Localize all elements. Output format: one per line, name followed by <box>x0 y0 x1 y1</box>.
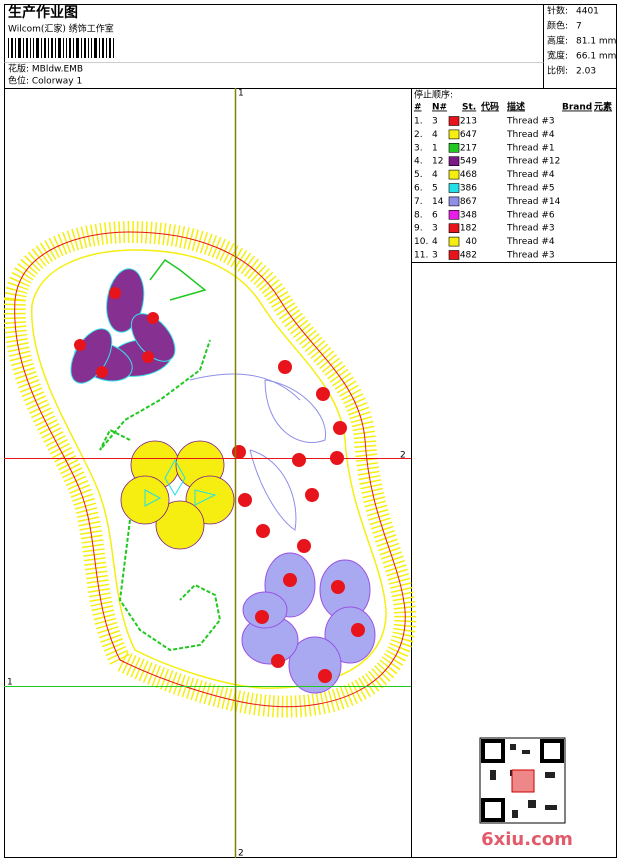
stat-value: 7 <box>576 22 582 32</box>
column-header: 描述 <box>507 101 525 113</box>
color-swatch <box>448 250 460 260</box>
row-description: Thread #3 <box>506 117 555 127</box>
column-header: N# <box>432 103 447 113</box>
color-swatch <box>448 143 460 153</box>
row-index: 1. <box>414 117 423 127</box>
row-needle: 12 <box>432 157 443 167</box>
barcode <box>8 38 114 58</box>
stat-value: 81.1 mm <box>576 37 616 47</box>
stat-value: 4401 <box>576 7 599 17</box>
row-description: Thread #12 <box>506 157 560 167</box>
row-stitches: 386 <box>460 184 477 194</box>
title: 生产作业图 <box>8 4 78 21</box>
row-needle: 6 <box>432 210 438 220</box>
row-needle: 5 <box>432 184 438 194</box>
row-index: 6. <box>414 184 423 194</box>
column-header: # <box>414 103 422 113</box>
stat-value: 2.03 <box>576 67 596 77</box>
row-description: Thread #14 <box>506 197 561 207</box>
colorway: 色位: Colorway 1 <box>8 75 82 87</box>
row-index: 10. <box>414 237 428 247</box>
color-swatch <box>448 183 460 193</box>
stat-label: 针数: <box>547 5 568 17</box>
color-swatch <box>448 116 460 126</box>
row-index: 11. <box>414 251 428 261</box>
row-index: 8. <box>414 210 423 220</box>
row-stitches: 482 <box>460 251 477 261</box>
watermark: 6xiu.com <box>481 829 573 850</box>
row-index: 5. <box>414 170 423 180</box>
row-needle: 14 <box>432 197 444 207</box>
row-description: Thread #3 <box>506 251 555 261</box>
column-header: 代码 <box>480 101 499 113</box>
row-stitches: 40 <box>466 237 478 247</box>
row-stitches: 213 <box>460 117 477 127</box>
row-index: 4. <box>414 157 423 167</box>
row-index: 2. <box>414 130 423 140</box>
row-stitches: 867 <box>460 197 477 207</box>
color-swatch <box>448 223 460 233</box>
row-description: Thread #4 <box>506 130 555 140</box>
row-stitches: 217 <box>460 143 477 153</box>
color-swatch <box>448 196 460 207</box>
row-stitches: 549 <box>460 157 477 167</box>
column-header: Brand <box>562 103 592 113</box>
row-needle: 4 <box>432 170 438 180</box>
stat-label: 宽度: <box>547 50 568 62</box>
stat-label: 比例: <box>547 65 568 77</box>
stat-label: 颜色: <box>547 20 568 32</box>
row-needle: 3 <box>432 117 438 127</box>
row-stitches: 468 <box>460 170 477 180</box>
guide-label: 2 <box>400 451 406 461</box>
row-description: Thread #4 <box>506 237 555 247</box>
stat-label: 高度: <box>547 35 568 47</box>
column-header: St. <box>462 103 476 113</box>
row-stitches: 182 <box>460 224 477 234</box>
row-needle: 4 <box>432 237 438 247</box>
row-description: Thread #4 <box>506 170 555 180</box>
company: Wilcom(汇家) 绣饰工作室 <box>8 23 114 35</box>
row-stitches: 647 <box>460 130 477 140</box>
frame <box>4 4 617 858</box>
design <box>3 220 417 718</box>
row-description: Thread #5 <box>506 184 555 194</box>
row-index: 3. <box>414 143 423 153</box>
row-description: Thread #1 <box>506 143 555 153</box>
row-description: Thread #3 <box>506 224 555 234</box>
qr-code <box>479 737 566 824</box>
sequence-title: 停止顺序: <box>414 89 453 101</box>
column-header: 元素 <box>594 101 612 113</box>
color-swatch <box>448 210 460 220</box>
guide-label: 1 <box>238 89 244 99</box>
color-swatch <box>448 169 460 180</box>
color-swatch <box>448 129 460 140</box>
row-needle: 3 <box>432 251 438 261</box>
row-stitches: 348 <box>460 210 477 220</box>
sequence-table: # N# St. 代码 描述 Brand 元素 1. 3 213 Thread #3 2. 4 647 Th… <box>414 101 612 261</box>
design-file: 花版: MBldw.EMB <box>8 63 83 75</box>
row-needle: 4 <box>432 130 438 140</box>
stat-value: 66.1 mm <box>576 52 616 62</box>
row-needle: 1 <box>432 143 438 153</box>
guide-label: 2 <box>238 849 244 859</box>
row-description: Thread #6 <box>506 210 555 220</box>
color-swatch <box>448 236 460 247</box>
row-index: 9. <box>414 224 423 234</box>
stats: 针数: 4401 颜色: 7 高度: 81.1 mm 宽度: 66.1 mm 比例: 2.03 <box>547 5 616 77</box>
color-swatch <box>448 156 460 166</box>
guide-label: 1 <box>7 678 13 688</box>
row-index: 7. <box>414 197 423 207</box>
row-needle: 3 <box>432 224 438 234</box>
